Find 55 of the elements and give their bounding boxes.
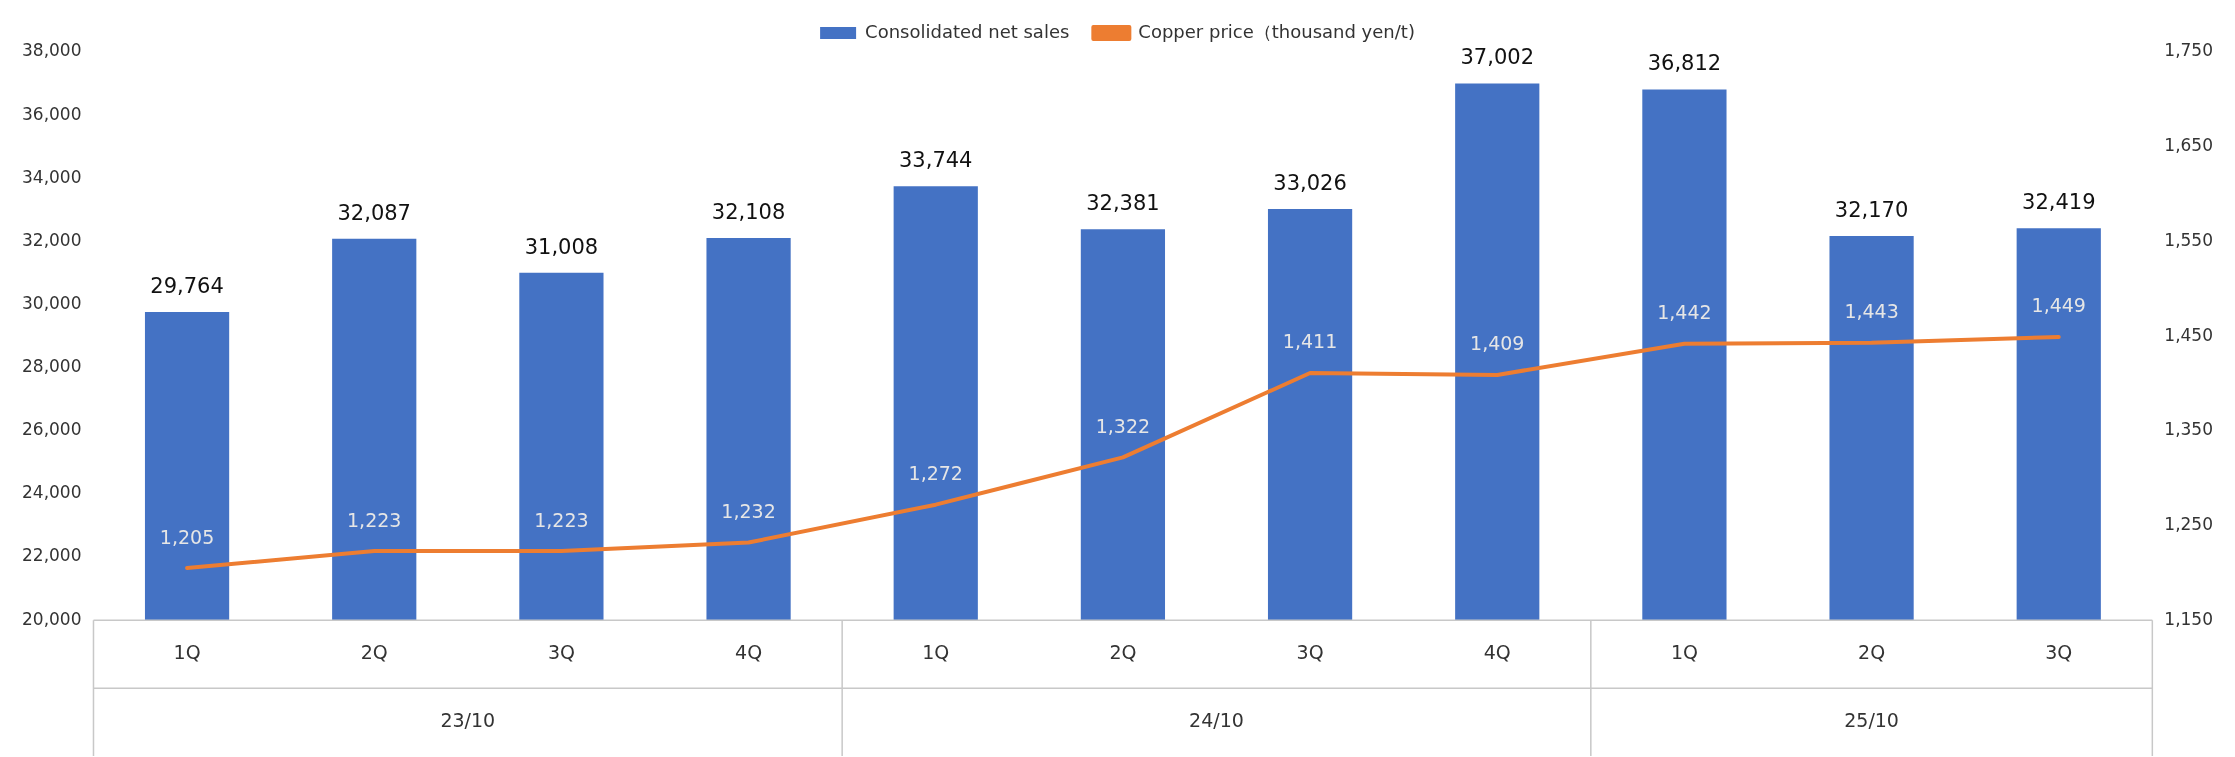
y-tick-label: 34,000 xyxy=(22,166,82,187)
text: 24/10 xyxy=(1189,709,1244,732)
data-label: 32,108 xyxy=(711,199,786,224)
y-tick-label: 38,000 xyxy=(22,40,82,61)
x-tick-label: 3Q xyxy=(547,640,575,663)
data-label: 33,744 xyxy=(899,148,973,173)
x-tick-label: 1Q xyxy=(922,640,950,663)
text: 25/10 xyxy=(1844,709,1899,732)
x-tick-label: 4Q xyxy=(1483,640,1511,663)
y2-tick-label: 1,250 xyxy=(2164,513,2213,534)
x-tick-label: 4Q xyxy=(735,640,763,663)
legend-label: Consolidated net sales xyxy=(865,20,1070,42)
x-tick-label: 1Q xyxy=(1670,640,1698,663)
data-label: 1,449 xyxy=(2031,294,2086,317)
text: 23/10 xyxy=(440,709,496,732)
data-label: 29,764 xyxy=(150,273,224,298)
data-label: 32,087 xyxy=(337,200,411,225)
data-label: 1,232 xyxy=(721,499,776,522)
y-tick-label: 24,000 xyxy=(22,482,82,503)
data-label: 1,205 xyxy=(159,525,215,548)
y-tick-label: 26,000 xyxy=(22,419,82,440)
data-label: 1,443 xyxy=(1844,300,1899,323)
data-label: 32,419 xyxy=(2022,190,2096,215)
y2-tick-label: 1,650 xyxy=(2164,135,2213,156)
data-label: 32,381 xyxy=(1086,191,1160,216)
x-tick-label: 3Q xyxy=(2045,640,2073,663)
data-label: 37,002 xyxy=(1460,45,1534,70)
data-label: 33,026 xyxy=(1273,170,1347,195)
data-label: 1,409 xyxy=(1470,332,1525,355)
data-label: 1,442 xyxy=(1657,301,1712,324)
legend-label: Copper price（thousand yen/t) xyxy=(1138,20,1415,42)
x-tick-label: 2Q xyxy=(1109,640,1137,663)
y-tick-label: 32,000 xyxy=(22,229,82,250)
y2-tick-label: 1,350 xyxy=(2164,419,2213,440)
data-label: 31,008 xyxy=(524,234,599,259)
x-tick-label: 2Q xyxy=(360,640,388,663)
y2-tick-label: 1,550 xyxy=(2164,229,2213,250)
data-label: 1,223 xyxy=(534,508,589,531)
y2-tick-label: 1,450 xyxy=(2164,324,2213,345)
y2-tick-label: 1,150 xyxy=(2164,608,2213,629)
y-tick-label: 22,000 xyxy=(22,545,82,566)
data-label: 36,812 xyxy=(1647,51,1722,76)
data-label: 1,272 xyxy=(908,462,963,485)
y2-tick-label: 1,750 xyxy=(2164,40,2213,61)
data-label: 1,411 xyxy=(1282,330,1338,353)
y-tick-label: 30,000 xyxy=(22,292,82,313)
x-tick-label: 3Q xyxy=(1296,640,1324,663)
data-label: 1,322 xyxy=(1095,414,1151,437)
y-tick-label: 36,000 xyxy=(22,103,82,124)
x-tick-label: 1Q xyxy=(173,640,201,663)
y-tick-label: 20,000 xyxy=(22,608,82,629)
data-label: 32,170 xyxy=(1834,197,1909,222)
x-tick-label: 2Q xyxy=(1858,640,1886,663)
y-tick-label: 28,000 xyxy=(22,356,82,377)
data-label: 1,223 xyxy=(347,508,402,531)
